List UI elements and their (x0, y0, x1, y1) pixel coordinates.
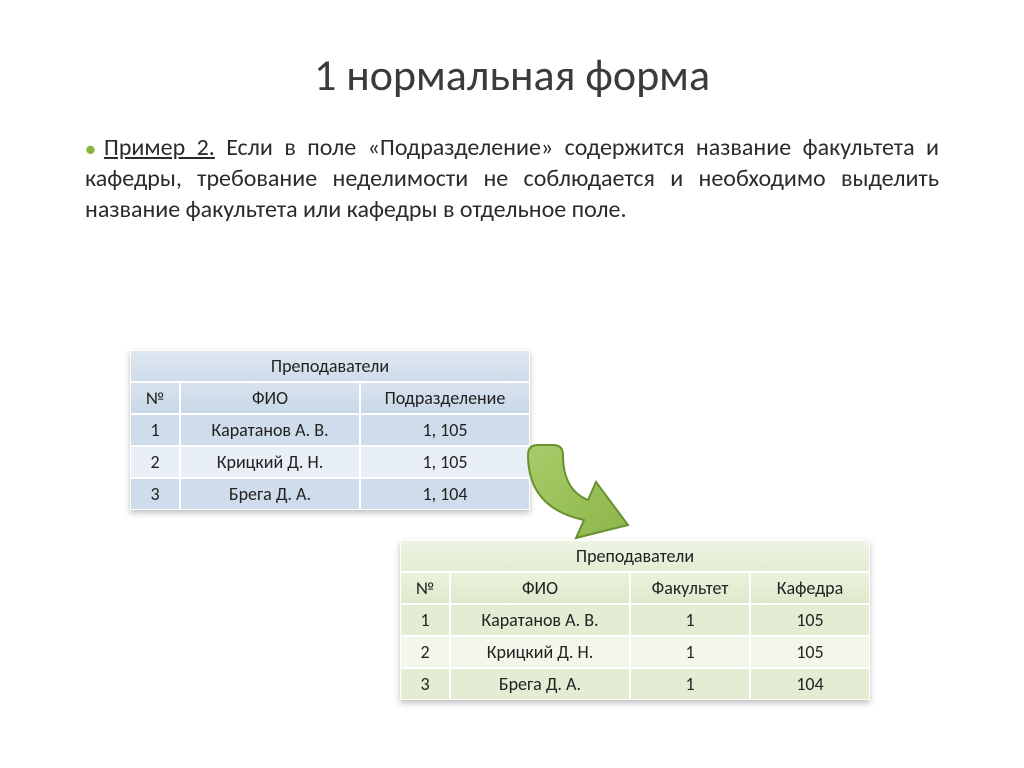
arrow-icon (518, 440, 638, 550)
cell: 1, 104 (360, 478, 530, 510)
cell: 104 (750, 668, 870, 700)
cell: 1 (130, 414, 180, 446)
cell: Крицкий Д. Н. (450, 636, 630, 668)
slide-title: 1 нормальная форма (0, 0, 1024, 132)
table2-caption: Преподаватели (400, 540, 870, 572)
cell: 3 (130, 478, 180, 510)
cell: 1 (400, 604, 450, 636)
table1-col-1: ФИО (180, 382, 360, 414)
cell: 1 (630, 668, 750, 700)
table1-col-2: Подразделение (360, 382, 530, 414)
cell: 105 (750, 604, 870, 636)
table-after: Преподаватели № ФИО Факультет Кафедра 1 … (400, 540, 870, 700)
cell: 1, 105 (360, 446, 530, 478)
table2-col-2: Факультет (630, 572, 750, 604)
cell: 2 (400, 636, 450, 668)
table-row: 2 Крицкий Д. Н. 1 105 (400, 636, 870, 668)
cell: Крицкий Д. Н. (180, 446, 360, 478)
body-paragraph: ●Пример 2. Если в поле «Подразделение» с… (0, 132, 1024, 226)
table1-col-0: № (130, 382, 180, 414)
cell: Каратанов А. В. (180, 414, 360, 446)
table-row: 1 Каратанов А. В. 1, 105 (130, 414, 530, 446)
table-row: 3 Брега Д. А. 1, 104 (130, 478, 530, 510)
table2-col-0: № (400, 572, 450, 604)
cell: Каратанов А. В. (450, 604, 630, 636)
cell: 2 (130, 446, 180, 478)
cell: 1 (630, 604, 750, 636)
table2-col-1: ФИО (450, 572, 630, 604)
cell: 1, 105 (360, 414, 530, 446)
table2-col-3: Кафедра (750, 572, 870, 604)
cell: 1 (630, 636, 750, 668)
bullet-icon: ● (85, 138, 102, 160)
table-row: 1 Каратанов А. В. 1 105 (400, 604, 870, 636)
cell: 105 (750, 636, 870, 668)
table1-caption: Преподаватели (130, 350, 530, 382)
example-label: Пример 2. (104, 133, 215, 162)
table-row: 3 Брега Д. А. 1 104 (400, 668, 870, 700)
cell: Брега Д. А. (180, 478, 360, 510)
table-row: 2 Крицкий Д. Н. 1, 105 (130, 446, 530, 478)
cell: 3 (400, 668, 450, 700)
table-before: Преподаватели № ФИО Подразделение 1 Кара… (130, 350, 530, 510)
cell: Брега Д. А. (450, 668, 630, 700)
